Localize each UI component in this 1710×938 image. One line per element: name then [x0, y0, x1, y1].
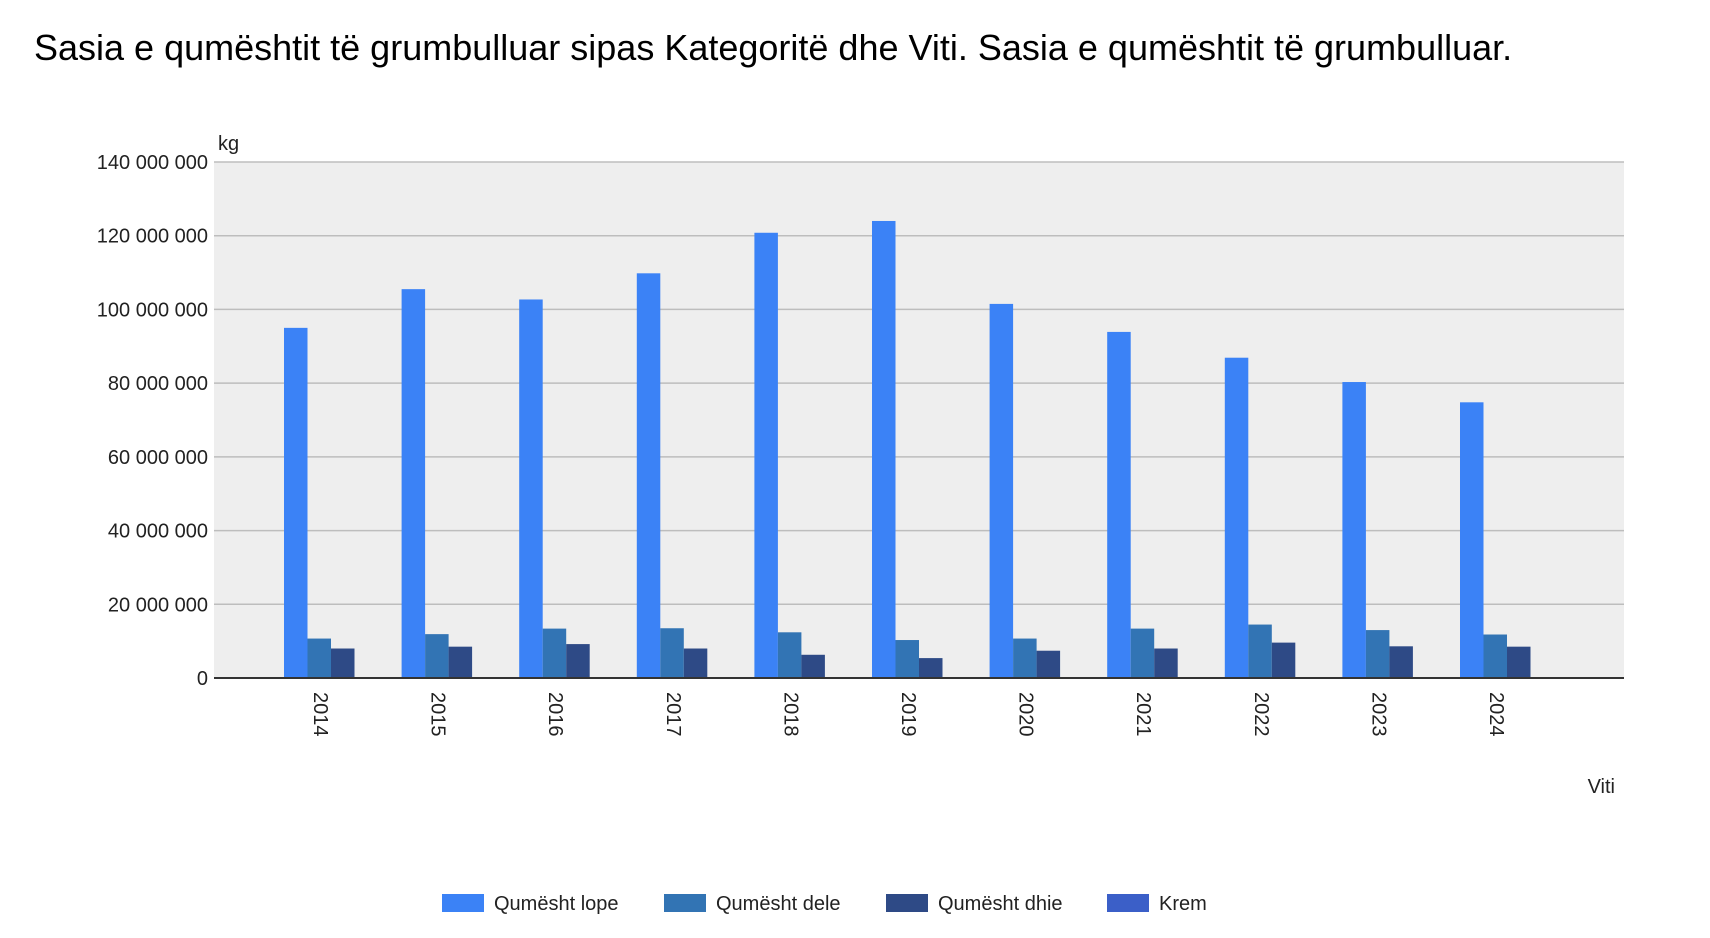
bar: [1224, 357, 1249, 678]
bar: [1342, 382, 1366, 678]
bar: [636, 273, 661, 678]
bar: [566, 644, 590, 678]
legend-label: Qumësht lope: [494, 893, 619, 915]
bar: [895, 640, 919, 678]
bar: [777, 632, 802, 678]
x-tick-label: 2020: [1015, 692, 1037, 737]
legend-label: Qumësht dele: [716, 893, 841, 915]
y-tick-label: 20 000 000: [108, 594, 208, 616]
bar: [1507, 646, 1531, 678]
bar: [660, 628, 684, 678]
x-tick-label: 2016: [544, 692, 566, 737]
legend: Qumësht lope Qumësht dele Qumësht dhie Krem: [442, 893, 1207, 915]
bar: [801, 654, 825, 678]
bars: [284, 220, 1531, 678]
bar: [1107, 331, 1131, 678]
bar: [754, 232, 778, 678]
y-tick-label: 140 000 000: [97, 152, 208, 174]
x-tick-label: 2023: [1367, 692, 1389, 737]
legend-label: Qumësht dhie: [938, 893, 1063, 915]
bar: [331, 648, 355, 678]
bar: [872, 220, 896, 678]
bar: [1365, 630, 1390, 678]
x-tick-label: 2022: [1250, 692, 1272, 737]
legend-swatch: [1107, 894, 1149, 912]
x-tick-label: 2018: [779, 692, 801, 737]
bar: [1036, 650, 1061, 678]
x-tick-label: 2014: [309, 692, 331, 737]
plot-area: [214, 162, 1624, 678]
bar: [307, 638, 331, 678]
x-tick-labels: 2014 2015 2016 2017 2018 2019 2020 2021 2022 2023…: [309, 692, 1507, 737]
y-tick-label: 80 000 000: [108, 373, 208, 395]
bar: [425, 634, 449, 678]
x-tick-label: 2019: [897, 692, 919, 737]
x-tick-label: 2021: [1132, 692, 1154, 737]
bar: [1460, 402, 1484, 678]
y-axis-label: kg: [218, 133, 239, 155]
x-axis-label: Viti: [1588, 776, 1615, 798]
legend-swatch: [442, 894, 484, 912]
chart-title: Sasia e qumështit të grumbulluar sipas K…: [34, 27, 1513, 68]
bar: [448, 646, 473, 678]
y-tick-label: 40 000 000: [108, 521, 208, 543]
gridlines: [214, 161, 1624, 606]
bar: [1248, 624, 1272, 678]
bar: [1483, 634, 1507, 678]
bar: [1130, 628, 1155, 678]
bar: [1013, 638, 1037, 678]
legend-swatch: [664, 894, 706, 912]
x-tick-label: 2015: [427, 692, 449, 737]
bar: [284, 327, 308, 678]
y-tick-label: 60 000 000: [108, 447, 208, 469]
bar: [519, 299, 543, 678]
x-tick-label: 2024: [1485, 692, 1507, 737]
bar: [919, 658, 943, 678]
bar: [1154, 648, 1178, 678]
bar: [1271, 642, 1296, 678]
x-tick-label: 2017: [662, 692, 684, 737]
bar: [683, 648, 708, 678]
y-tick-labels: 0 20 000 000 40 000 000 60 000 000 80 000 00…: [97, 152, 208, 690]
legend-label: Krem: [1159, 893, 1207, 915]
bar: [401, 289, 426, 678]
bar: [1389, 646, 1413, 678]
legend-swatch: [886, 894, 928, 912]
bar: [989, 303, 1014, 678]
y-tick-label: 120 000 000: [97, 226, 208, 248]
bar: [542, 628, 567, 678]
y-tick-label: 100 000 000: [97, 299, 208, 321]
y-tick-label: 0: [197, 668, 208, 690]
